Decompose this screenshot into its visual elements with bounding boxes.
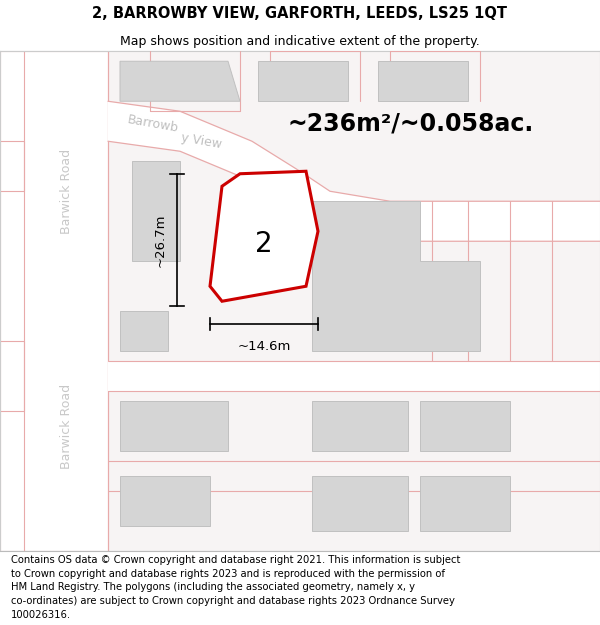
Polygon shape (0, 51, 108, 551)
Polygon shape (108, 101, 600, 241)
Polygon shape (120, 476, 210, 526)
Polygon shape (312, 201, 480, 351)
Polygon shape (120, 311, 168, 351)
Text: Contains OS data © Crown copyright and database right 2021. This information is : Contains OS data © Crown copyright and d… (11, 555, 460, 565)
Text: ~236m²/~0.058ac.: ~236m²/~0.058ac. (288, 112, 534, 136)
Text: to Crown copyright and database rights 2023 and is reproduced with the permissio: to Crown copyright and database rights 2… (11, 569, 445, 579)
Polygon shape (108, 361, 600, 391)
Text: Barrowb: Barrowb (126, 113, 179, 134)
Text: HM Land Registry. The polygons (including the associated geometry, namely x, y: HM Land Registry. The polygons (includin… (11, 582, 415, 592)
Text: Map shows position and indicative extent of the property.: Map shows position and indicative extent… (120, 34, 480, 48)
Polygon shape (420, 401, 510, 451)
Text: 2: 2 (255, 230, 273, 258)
Polygon shape (258, 61, 348, 101)
Polygon shape (312, 476, 408, 531)
Polygon shape (420, 476, 510, 531)
Text: Barwick Road: Barwick Road (59, 384, 73, 469)
Text: ~14.6m: ~14.6m (238, 340, 290, 352)
Polygon shape (378, 61, 468, 101)
Polygon shape (132, 161, 180, 261)
Text: ~26.7m: ~26.7m (154, 213, 167, 267)
Polygon shape (120, 61, 240, 101)
Text: y View: y View (180, 131, 223, 151)
Polygon shape (312, 401, 408, 451)
Polygon shape (210, 171, 318, 301)
Text: 2, BARROWBY VIEW, GARFORTH, LEEDS, LS25 1QT: 2, BARROWBY VIEW, GARFORTH, LEEDS, LS25 … (92, 6, 508, 21)
Polygon shape (120, 401, 228, 451)
Text: 100026316.: 100026316. (11, 609, 71, 619)
Text: co-ordinates) are subject to Crown copyright and database rights 2023 Ordnance S: co-ordinates) are subject to Crown copyr… (11, 596, 455, 606)
Text: Barwick Road: Barwick Road (59, 149, 73, 234)
